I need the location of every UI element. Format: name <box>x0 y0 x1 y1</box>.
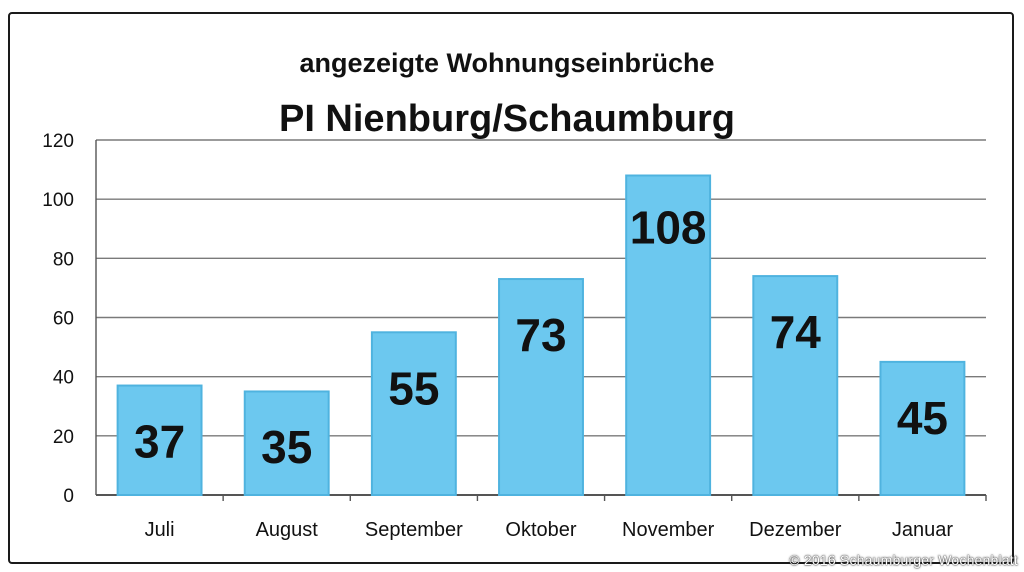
bar <box>879 360 966 496</box>
data-label: 45 <box>897 392 948 444</box>
x-tick-label: Oktober <box>505 519 576 541</box>
x-tick-label: September <box>365 519 463 541</box>
bar <box>498 278 584 496</box>
data-label: 37 <box>134 416 185 468</box>
y-tick-label: 80 <box>53 249 74 270</box>
data-label: 55 <box>388 362 439 414</box>
bar <box>370 331 457 496</box>
x-tick-label: Dezember <box>749 519 842 541</box>
bar <box>752 275 839 497</box>
data-label: 108 <box>630 202 707 254</box>
x-tick-label: Januar <box>892 519 953 541</box>
x-tick-label: August <box>256 519 319 541</box>
y-tick-label: 0 <box>63 486 74 507</box>
bar <box>116 384 203 496</box>
data-label: 73 <box>515 309 566 361</box>
x-tick-label: Juli <box>145 519 175 541</box>
y-tick-label: 100 <box>42 190 74 211</box>
bar <box>243 390 330 497</box>
y-tick-label: 120 <box>42 131 74 152</box>
chart-title: angezeigte Wohnungseinbrüche <box>299 48 715 78</box>
data-label: 35 <box>261 421 312 473</box>
y-tick-label: 60 <box>53 309 74 330</box>
x-tick-label: November <box>622 519 715 541</box>
copyright-credit: © 2016 Schaumburger Wochenblatt <box>789 552 1018 568</box>
y-tick-label: 40 <box>53 368 74 389</box>
data-label: 74 <box>770 306 822 358</box>
bar <box>625 174 712 496</box>
chart-subtitle: PI Nienburg/Schaumburg <box>278 98 736 140</box>
y-tick-label: 20 <box>53 427 74 448</box>
